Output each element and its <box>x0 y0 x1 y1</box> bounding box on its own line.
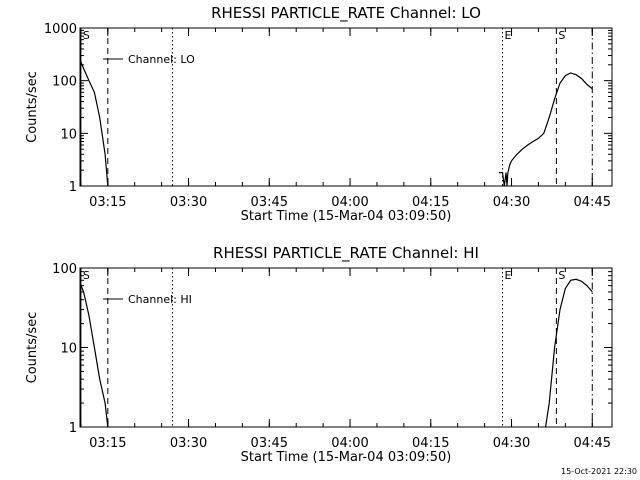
y-tick-label: 10 <box>60 127 77 142</box>
series-line-segment <box>499 160 513 187</box>
plot-frame <box>79 27 613 187</box>
series-line-segment <box>79 282 109 428</box>
x-tick-label: 04:15 <box>412 195 449 210</box>
x-axis-label: Start Time (15-Mar-04 03:09:50) <box>241 450 452 465</box>
chart-panel-lo: RHESSI PARTICLE_RATE Channel: LO 1 10 100 10… <box>25 4 613 224</box>
series-line-segment <box>511 72 593 162</box>
x-tick-label: 03:45 <box>251 436 288 451</box>
y-tick-label: 100 <box>52 75 77 90</box>
y-tick-label: 1000 <box>44 22 77 37</box>
event-marker-label: S <box>83 269 90 282</box>
x-tick-label: 03:15 <box>89 195 126 210</box>
x-tick-label: 03:30 <box>170 195 207 210</box>
y-axis: 1 10 100 1000 <box>44 22 612 195</box>
x-tick-label: 03:30 <box>170 436 207 451</box>
legend-entry: Channel: HI <box>128 293 192 306</box>
legend-entry: Channel: LO <box>128 53 195 66</box>
y-axis-label: Counts/sec <box>25 312 40 384</box>
event-marker-label: E <box>505 269 512 282</box>
chart-title: RHESSI PARTICLE_RATE Channel: HI <box>213 244 479 263</box>
x-tick-label: 04:00 <box>331 436 368 451</box>
event-marker-label: E <box>505 29 512 42</box>
series-line-segment <box>79 59 109 187</box>
series-line-segment <box>545 278 593 428</box>
y-axis-label: Counts/sec <box>25 71 40 143</box>
x-axis-label: Start Time (15-Mar-04 03:09:50) <box>241 209 452 224</box>
x-axis: 03:15 03:30 03:45 04:00 04:15 04:30 04:45 <box>80 268 611 451</box>
y-tick-label: 100 <box>52 262 77 277</box>
x-tick-label: 03:45 <box>251 195 288 210</box>
event-marker-label: S <box>558 269 565 282</box>
y-axis: 1 10 100 <box>52 262 612 436</box>
x-axis: 03:15 03:30 03:45 04:00 04:15 04:30 04:45 <box>80 28 611 210</box>
x-tick-label: 04:30 <box>493 436 530 451</box>
y-tick-label: 10 <box>60 342 77 357</box>
x-tick-label: 04:45 <box>574 195 611 210</box>
y-tick-label: 1 <box>69 180 77 195</box>
x-tick-label: 04:15 <box>412 436 449 451</box>
x-tick-label: 04:00 <box>331 195 368 210</box>
x-tick-label: 04:30 <box>493 195 530 210</box>
event-marker-label: S <box>83 29 90 42</box>
legend: Channel: HI <box>103 293 192 306</box>
chart-panel-hi: RHESSI PARTICLE_RATE Channel: HI11010003… <box>25 244 613 465</box>
legend: Channel: LO <box>103 53 195 66</box>
x-tick-label: 03:15 <box>89 436 126 451</box>
x-tick-label: 04:45 <box>574 436 611 451</box>
y-tick-label: 1 <box>69 421 77 436</box>
series-lo <box>79 59 593 187</box>
series-hi <box>79 278 593 428</box>
chart-title: RHESSI PARTICLE_RATE Channel: LO <box>211 4 481 23</box>
plot-frame <box>79 267 613 428</box>
footer-timestamp: 15-Oct-2021 22:30 <box>561 467 637 476</box>
event-marker-label: S <box>558 29 565 42</box>
